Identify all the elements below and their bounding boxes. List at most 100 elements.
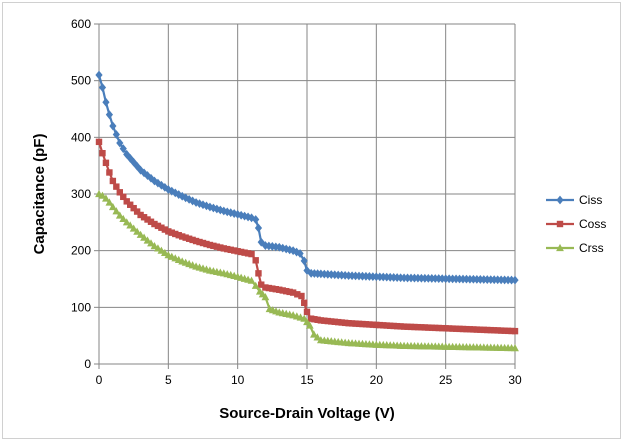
data-point-coss: [241, 249, 248, 256]
data-point-coss: [283, 287, 290, 295]
data-point-crss: [147, 239, 155, 247]
data-point-ciss: [202, 201, 211, 211]
y-tick-label: 400: [71, 130, 91, 144]
data-point-ciss: [338, 270, 346, 280]
data-point-coss: [501, 327, 508, 334]
data-point-ciss: [98, 83, 107, 92]
data-point-coss: [463, 325, 470, 333]
data-point-coss: [106, 169, 113, 176]
data-point-coss: [341, 319, 349, 327]
data-point-ciss: [178, 191, 186, 201]
data-point-coss: [362, 321, 370, 328]
data-point-coss: [345, 320, 352, 327]
data-point-coss: [428, 324, 435, 331]
data-point-ciss: [261, 241, 269, 250]
data-point-coss: [314, 316, 321, 323]
data-point-coss: [494, 327, 501, 334]
data-point-ciss: [185, 194, 193, 204]
data-point-crss: [133, 227, 142, 235]
data-point-coss: [508, 327, 515, 335]
x-tick-label: 20: [370, 373, 384, 387]
data-point-crss: [305, 321, 314, 329]
data-point-coss: [161, 226, 169, 233]
data-point-coss: [414, 323, 422, 331]
data-point-crss: [261, 293, 270, 301]
data-point-coss: [199, 239, 207, 247]
data-point-coss: [504, 327, 512, 335]
data-point-coss: [407, 323, 415, 331]
data-point-coss: [279, 287, 286, 294]
data-point-coss: [355, 320, 363, 328]
gridlines: [99, 23, 516, 364]
data-point-crss: [143, 236, 152, 244]
data-point-coss: [459, 325, 467, 333]
data-point-ciss: [112, 130, 120, 139]
data-point-coss: [294, 291, 301, 298]
data-point-ciss: [511, 275, 519, 285]
data-point-crss: [136, 230, 145, 238]
data-point-coss: [393, 322, 401, 330]
data-point-coss: [470, 326, 477, 333]
legend-label: Crss: [579, 241, 604, 255]
data-point-coss: [203, 240, 210, 248]
data-point-coss: [390, 322, 397, 330]
data-point-coss: [352, 320, 359, 327]
data-point-ciss: [157, 180, 165, 190]
data-point-coss: [311, 316, 318, 323]
data-point-crss: [310, 330, 318, 338]
chart-frame: 0 100 200 300 400 500 600 0 5 10 15 20 25 30 Source-D…: [2, 2, 621, 439]
data-point-coss: [411, 323, 418, 331]
data-point-coss: [123, 198, 130, 205]
data-point-coss: [466, 326, 474, 333]
legend-item-coss: Coss: [546, 217, 606, 231]
legend-item-crss: Crss: [546, 241, 604, 255]
data-point-ciss: [147, 173, 155, 183]
data-point-coss: [439, 324, 446, 332]
data-point-coss: [154, 222, 162, 230]
x-tick-label: 0: [96, 373, 103, 387]
data-point-crss: [115, 211, 124, 219]
data-point-crss: [126, 221, 135, 229]
data-point-coss: [220, 245, 227, 252]
data-point-ciss: [119, 144, 127, 154]
data-point-coss: [303, 308, 311, 316]
data-point-coss: [237, 248, 245, 256]
data-point-coss: [158, 224, 165, 231]
data-point-coss: [321, 317, 328, 324]
data-point-crss: [140, 233, 148, 241]
data-point-coss: [328, 318, 335, 325]
legend-marker: [556, 195, 564, 205]
data-point-coss: [185, 235, 193, 242]
data-point-coss: [449, 325, 456, 332]
legend-item-ciss: Ciss: [546, 193, 602, 207]
data-point-coss: [484, 326, 491, 334]
data-point-crss: [98, 191, 107, 199]
x-axis-title: Source-Drain Voltage (V): [219, 405, 395, 422]
series-coss: [95, 138, 519, 335]
data-point-coss: [213, 243, 221, 250]
series-layer: [95, 70, 519, 352]
data-point-coss: [383, 322, 390, 329]
data-point-coss: [116, 189, 123, 196]
data-point-coss: [130, 204, 137, 212]
data-point-coss: [331, 318, 338, 325]
data-point-coss: [248, 250, 255, 258]
data-point-coss: [172, 230, 179, 238]
data-point-coss: [151, 220, 158, 228]
data-point-coss: [192, 237, 200, 245]
data-point-crss: [313, 333, 322, 341]
data-point-crss: [129, 224, 138, 232]
data-point-ciss: [95, 70, 103, 80]
data-point-coss: [373, 321, 380, 329]
data-point-coss: [95, 138, 103, 146]
data-point-coss: [179, 233, 186, 240]
data-point-crss: [251, 281, 260, 289]
data-point-coss: [265, 284, 273, 292]
data-point-ciss: [272, 242, 280, 252]
data-point-crss: [247, 276, 256, 284]
data-point-coss: [244, 250, 252, 257]
data-point-coss: [234, 248, 241, 255]
legend-label: Coss: [579, 217, 606, 231]
data-point-ciss: [116, 138, 124, 148]
data-point-ciss: [317, 269, 325, 279]
